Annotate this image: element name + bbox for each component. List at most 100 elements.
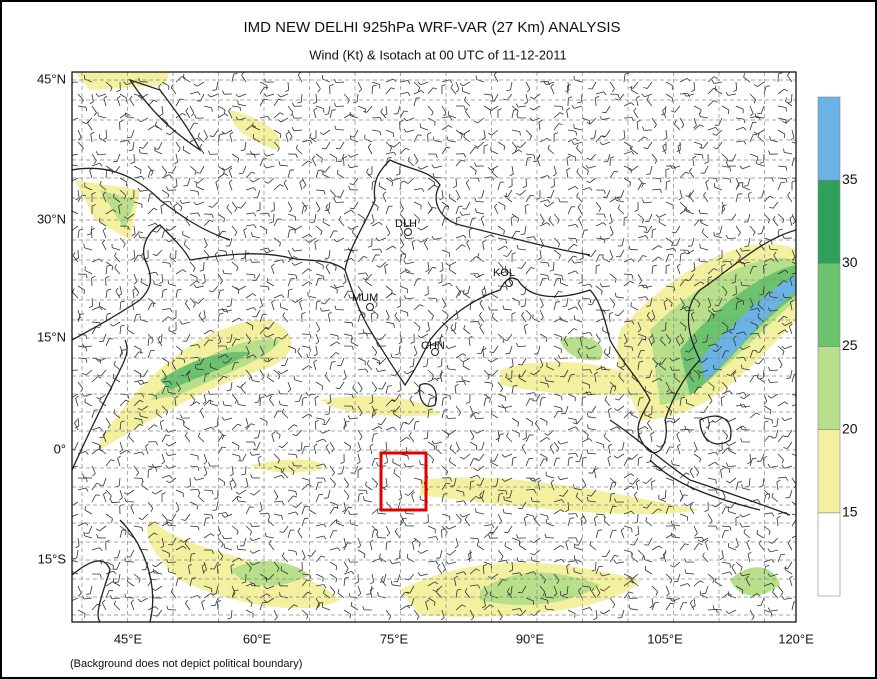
wind-barb-flag [208, 339, 213, 342]
wind-barb-flag [243, 227, 248, 231]
wind-barb-flag [137, 381, 141, 385]
wind-barb [133, 254, 139, 263]
wind-barb-flag [726, 162, 729, 167]
colorbar-label: 20 [842, 420, 858, 436]
wind-barb-flag [382, 191, 387, 195]
wind-barb-flag [136, 292, 140, 297]
wind-barb-flag [308, 365, 313, 369]
wind-barb-flag [562, 305, 567, 307]
wind-barb-flag [376, 533, 379, 538]
wind-barb [462, 357, 471, 363]
wind-barb-flag [352, 384, 355, 389]
wind-barb-flag [655, 468, 660, 472]
wind-barb-flag [449, 457, 451, 462]
wind-barb [788, 326, 793, 335]
wind-barb [553, 405, 562, 409]
wind-barb-flag [253, 307, 257, 311]
wind-barb [287, 230, 290, 239]
wind-barb [343, 477, 349, 485]
wind-barb-flag [114, 252, 117, 257]
wind-barb [560, 282, 569, 287]
wind-barb [481, 489, 485, 498]
wind-barb-flag [98, 301, 101, 306]
wind-barb-flag [431, 375, 435, 380]
wind-barb-flag [513, 109, 518, 111]
wind-barb [255, 309, 261, 318]
wind-barb [553, 177, 555, 187]
wind-barb-flag [628, 594, 631, 599]
wind-barb [539, 417, 548, 422]
wind-barb [175, 381, 181, 389]
wind-barb [757, 81, 765, 87]
wind-barb-flag [768, 150, 771, 155]
wind-barb-flag [197, 191, 199, 196]
wind-barb-flag [712, 365, 715, 370]
wind-barb-flag [267, 357, 270, 363]
wind-barb-flag [280, 566, 282, 571]
wind-barb-flag [714, 461, 719, 466]
wind-barb [405, 513, 415, 515]
wind-barb-flag [743, 331, 747, 336]
wind-barb-flag [431, 111, 434, 116]
wind-barb-flag [715, 479, 717, 484]
wind-barb-flag [297, 449, 302, 452]
wind-barb-flag [145, 443, 149, 447]
wind-barb-flag [614, 555, 619, 557]
wind-barb [161, 369, 167, 377]
wind-barb-flag [460, 134, 463, 139]
wind-barb [371, 201, 379, 208]
wind-barb-flag [463, 325, 466, 330]
wind-barb-flag [575, 426, 579, 431]
wind-barb [721, 390, 730, 395]
wind-barb-flag [481, 605, 486, 609]
wind-barb-flag [521, 443, 526, 448]
wind-barb-flag [614, 314, 619, 317]
wind-barb-flag [154, 570, 159, 574]
wind-barb-flag [641, 182, 646, 184]
wind-barb [343, 417, 347, 426]
wind-barb-flag [139, 375, 144, 377]
wind-barb [385, 141, 392, 148]
wind-barb [170, 87, 177, 95]
wind-barb [784, 417, 793, 422]
wind-barb-flag [251, 279, 256, 282]
wind-barb [448, 525, 457, 530]
wind-barb [539, 513, 548, 517]
wind-barb-flag [487, 359, 492, 363]
wind-barb-flag [376, 342, 379, 347]
wind-barb-flag [582, 484, 587, 489]
wind-barb-flag [546, 137, 551, 142]
wind-barb [455, 380, 465, 383]
wind-barb [693, 141, 702, 145]
wind-barb [245, 124, 253, 131]
wind-barb [294, 249, 303, 252]
wind-barb [785, 569, 793, 575]
wind-barb-flag [491, 312, 494, 317]
wind-barb-flag [768, 530, 771, 536]
wind-barb [90, 134, 93, 143]
wind-barb [217, 134, 221, 143]
wind-barb [511, 608, 520, 611]
wind-barb [636, 482, 639, 491]
wind-barb [455, 177, 457, 187]
wind-barb-flag [117, 95, 121, 99]
wind-barb [660, 339, 667, 347]
wind-barb [469, 568, 477, 575]
wind-barb-flag [345, 568, 349, 573]
wind-barb [99, 184, 107, 191]
wind-barb [343, 578, 346, 587]
wind-barb [315, 555, 322, 563]
wind-barb [215, 182, 219, 191]
wind-barb [665, 585, 670, 594]
wind-barb [637, 321, 642, 330]
wind-barb-flag [502, 305, 505, 310]
wind-barb [273, 369, 281, 376]
wind-barb-flag [544, 593, 547, 598]
wind-barb [103, 494, 107, 503]
wind-barb [679, 171, 686, 179]
wind-barb [231, 261, 239, 268]
wind-barb [576, 147, 583, 155]
wind-barb-flag [121, 349, 126, 351]
wind-barb-flag [89, 101, 94, 105]
wind-barb-flag [219, 133, 225, 135]
